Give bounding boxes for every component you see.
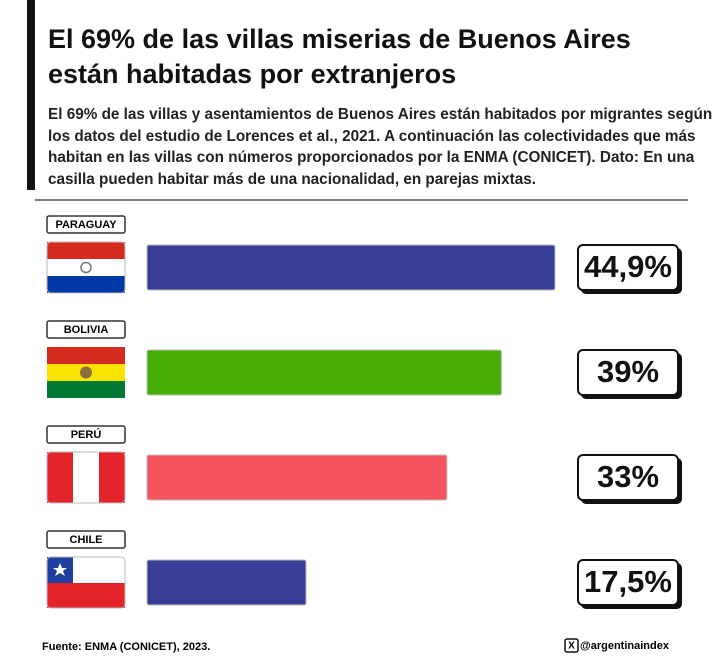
bar — [146, 559, 307, 606]
category-label: BOLIVIA — [64, 324, 109, 336]
value-box — [577, 559, 679, 606]
value-box — [577, 454, 679, 501]
bar — [146, 244, 556, 291]
flag-bolivia — [47, 347, 125, 398]
handle: @argentinaindex — [580, 640, 670, 652]
flag-paraguay — [46, 241, 126, 294]
bar — [146, 454, 448, 501]
flag-chile — [46, 556, 126, 609]
category-label: CHILE — [70, 534, 103, 546]
subtitle: El 69% de las villas y asentamientos de … — [48, 106, 713, 188]
value-label: 17,5% — [584, 564, 672, 599]
label-box — [46, 425, 126, 444]
accent-bar — [27, 0, 35, 190]
value-label: 39% — [597, 354, 659, 389]
value-label: 33% — [597, 459, 659, 494]
source: Fuente: ENMA (CONICET), 2023. — [42, 641, 210, 653]
category-label: PERÚ — [71, 428, 102, 441]
x-logo-letter: X — [568, 641, 575, 652]
flag-peru — [46, 451, 126, 504]
bar — [146, 349, 502, 396]
value-box — [577, 349, 679, 396]
title: El 69% de las villas miserias de Buenos … — [48, 24, 631, 89]
value-box — [577, 244, 679, 291]
value-label: 44,9% — [584, 249, 672, 284]
label-box — [46, 215, 126, 234]
x-logo — [564, 638, 579, 653]
label-box — [46, 320, 126, 339]
label-box — [46, 530, 126, 549]
category-label: PARAGUAY — [55, 219, 117, 231]
